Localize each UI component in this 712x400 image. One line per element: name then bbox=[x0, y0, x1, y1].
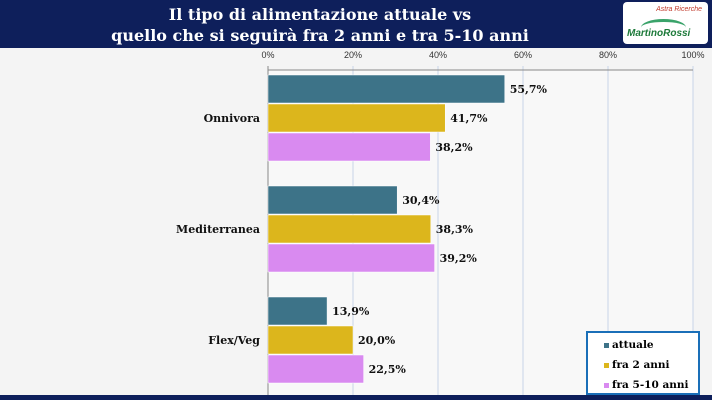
footer-bar bbox=[0, 395, 712, 400]
legend-label: attuale bbox=[612, 339, 654, 351]
bar-attuale bbox=[267, 296, 328, 326]
x-tick-label: 60% bbox=[514, 50, 532, 60]
data-label: 20,0% bbox=[358, 334, 396, 347]
data-label: 22,5% bbox=[369, 363, 407, 376]
bar-fra-5-10-anni bbox=[267, 354, 364, 384]
data-label: 41,7% bbox=[450, 112, 488, 125]
bar-fra-5-10-anni bbox=[267, 243, 435, 273]
data-label: 55,7% bbox=[510, 83, 548, 96]
bar-fra-2-anni bbox=[267, 214, 432, 244]
logo-text-martinorossi: MartinoRossi bbox=[627, 28, 691, 39]
legend-label: fra 2 anni bbox=[612, 359, 670, 371]
x-tick-label: 100% bbox=[681, 50, 704, 60]
bar-fra-2-anni bbox=[267, 325, 354, 355]
category-label: Flex/Veg bbox=[208, 334, 260, 347]
title-line-2: quello che si seguirà fra 2 anni e tra 5… bbox=[111, 26, 529, 45]
legend: attuale fra 2 anni fra 5-10 anni bbox=[586, 331, 700, 395]
data-label: 30,4% bbox=[402, 194, 440, 207]
x-tick-label: 20% bbox=[344, 50, 362, 60]
page-title: Il tipo di alimentazione attuale vs quell… bbox=[40, 4, 600, 46]
category-label: Onnivora bbox=[204, 112, 260, 125]
x-tick-label: 40% bbox=[429, 50, 447, 60]
data-label: 38,2% bbox=[435, 141, 473, 154]
legend-swatch bbox=[604, 342, 609, 348]
bar-fra-2-anni bbox=[267, 103, 446, 133]
logo: Astra Ricerche MartinoRossi bbox=[623, 2, 708, 44]
legend-item: fra 2 anni bbox=[604, 359, 670, 371]
legend-item: fra 5-10 anni bbox=[604, 379, 689, 391]
data-label: 39,2% bbox=[440, 252, 478, 265]
legend-swatch bbox=[604, 362, 609, 368]
header-bar: Il tipo di alimentazione attuale vs quell… bbox=[0, 0, 712, 48]
bar-attuale bbox=[267, 185, 398, 215]
logo-text-astra: Astra Ricerche bbox=[656, 6, 702, 13]
category-label: Mediterranea bbox=[176, 223, 260, 236]
bar-fra-5-10-anni bbox=[267, 132, 431, 162]
legend-swatch bbox=[604, 382, 609, 388]
data-label: 38,3% bbox=[436, 223, 474, 236]
title-line-1: Il tipo di alimentazione attuale vs bbox=[168, 5, 472, 24]
bar-attuale bbox=[267, 74, 505, 104]
logo-arc bbox=[641, 19, 686, 36]
legend-label: fra 5-10 anni bbox=[612, 379, 689, 391]
data-label: 13,9% bbox=[332, 305, 370, 318]
legend-item: attuale bbox=[604, 339, 654, 351]
x-tick-label: 80% bbox=[599, 50, 617, 60]
x-tick-label: 0% bbox=[261, 50, 274, 60]
